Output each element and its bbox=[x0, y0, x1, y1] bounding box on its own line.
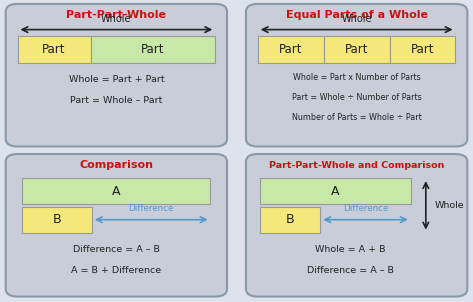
FancyBboxPatch shape bbox=[6, 4, 227, 146]
Text: Whole: Whole bbox=[434, 201, 464, 210]
Text: Equal Parts of a Whole: Equal Parts of a Whole bbox=[286, 10, 428, 21]
Bar bbox=[91, 36, 215, 63]
Text: Number of Parts = Whole ÷ Part: Number of Parts = Whole ÷ Part bbox=[292, 113, 421, 122]
Text: Comparison: Comparison bbox=[79, 160, 153, 171]
Text: Whole: Whole bbox=[101, 14, 131, 24]
Text: Part: Part bbox=[411, 43, 434, 56]
Bar bbox=[260, 178, 411, 204]
Text: Part: Part bbox=[42, 43, 66, 56]
Text: Whole = A + B: Whole = A + B bbox=[315, 245, 385, 254]
Text: Difference = A – B: Difference = A – B bbox=[307, 266, 394, 275]
Text: Difference = A – B: Difference = A – B bbox=[73, 245, 160, 254]
Text: Difference: Difference bbox=[343, 204, 388, 213]
Text: Part: Part bbox=[345, 43, 368, 56]
Bar bbox=[18, 36, 91, 63]
Bar bbox=[260, 207, 320, 233]
Text: B: B bbox=[53, 213, 61, 226]
Bar bbox=[22, 178, 210, 204]
Text: Difference: Difference bbox=[129, 204, 174, 213]
Text: Part-Part-Whole: Part-Part-Whole bbox=[66, 10, 166, 21]
Text: A: A bbox=[331, 185, 340, 198]
Text: Part: Part bbox=[279, 43, 303, 56]
Text: Whole = Part x Number of Parts: Whole = Part x Number of Parts bbox=[293, 73, 420, 82]
Bar bbox=[22, 207, 92, 233]
Text: Part: Part bbox=[141, 43, 165, 56]
Text: Part = Whole – Part: Part = Whole – Part bbox=[70, 96, 163, 105]
FancyBboxPatch shape bbox=[6, 154, 227, 297]
FancyBboxPatch shape bbox=[246, 4, 467, 146]
FancyBboxPatch shape bbox=[246, 154, 467, 297]
Bar bbox=[324, 36, 390, 63]
Text: Whole = Part + Part: Whole = Part + Part bbox=[69, 75, 164, 84]
Text: Part-Part-Whole and Comparison: Part-Part-Whole and Comparison bbox=[269, 161, 444, 170]
Text: B: B bbox=[286, 213, 295, 226]
Text: Whole: Whole bbox=[342, 14, 372, 24]
Bar bbox=[390, 36, 455, 63]
Text: A: A bbox=[112, 185, 121, 198]
Bar bbox=[258, 36, 324, 63]
Text: A = B + Difference: A = B + Difference bbox=[71, 266, 161, 275]
Text: Part = Whole ÷ Number of Parts: Part = Whole ÷ Number of Parts bbox=[292, 93, 421, 102]
